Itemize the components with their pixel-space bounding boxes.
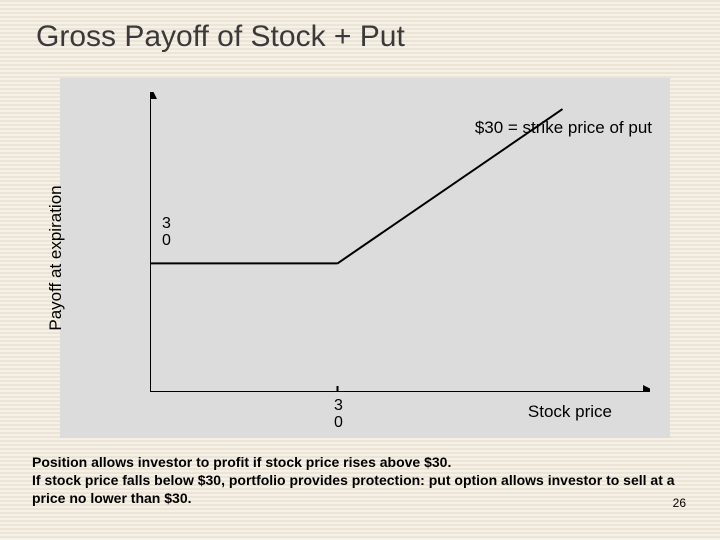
y-tick-label: 3 0: [162, 216, 171, 250]
caption-line2: If stock price falls below $30, portfoli…: [32, 472, 675, 506]
y-tick-label-line2: 0: [162, 233, 171, 250]
x-tick-label-line1: 3: [334, 398, 343, 415]
caption: Position allows investor to profit if st…: [32, 454, 688, 508]
caption-line1: Position allows investor to profit if st…: [32, 454, 451, 470]
x-axis-label: Stock price: [528, 402, 612, 422]
chart-panel: Payoff at expiration $30 = strike price …: [60, 78, 670, 438]
strike-annotation: $30 = strike price of put: [475, 118, 652, 138]
x-tick-label-line2: 0: [334, 415, 343, 432]
y-axis-label: Payoff at expiration: [46, 185, 66, 330]
slide-title: Gross Payoff of Stock + Put: [0, 0, 720, 54]
x-tick-label: 3 0: [334, 398, 343, 432]
y-tick-label-line1: 3: [162, 216, 171, 233]
page-number: 26: [673, 496, 686, 510]
